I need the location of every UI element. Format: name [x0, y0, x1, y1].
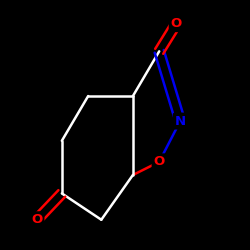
Text: O: O: [154, 155, 165, 168]
Text: N: N: [175, 114, 186, 128]
Text: O: O: [171, 17, 182, 30]
Text: O: O: [31, 213, 42, 226]
